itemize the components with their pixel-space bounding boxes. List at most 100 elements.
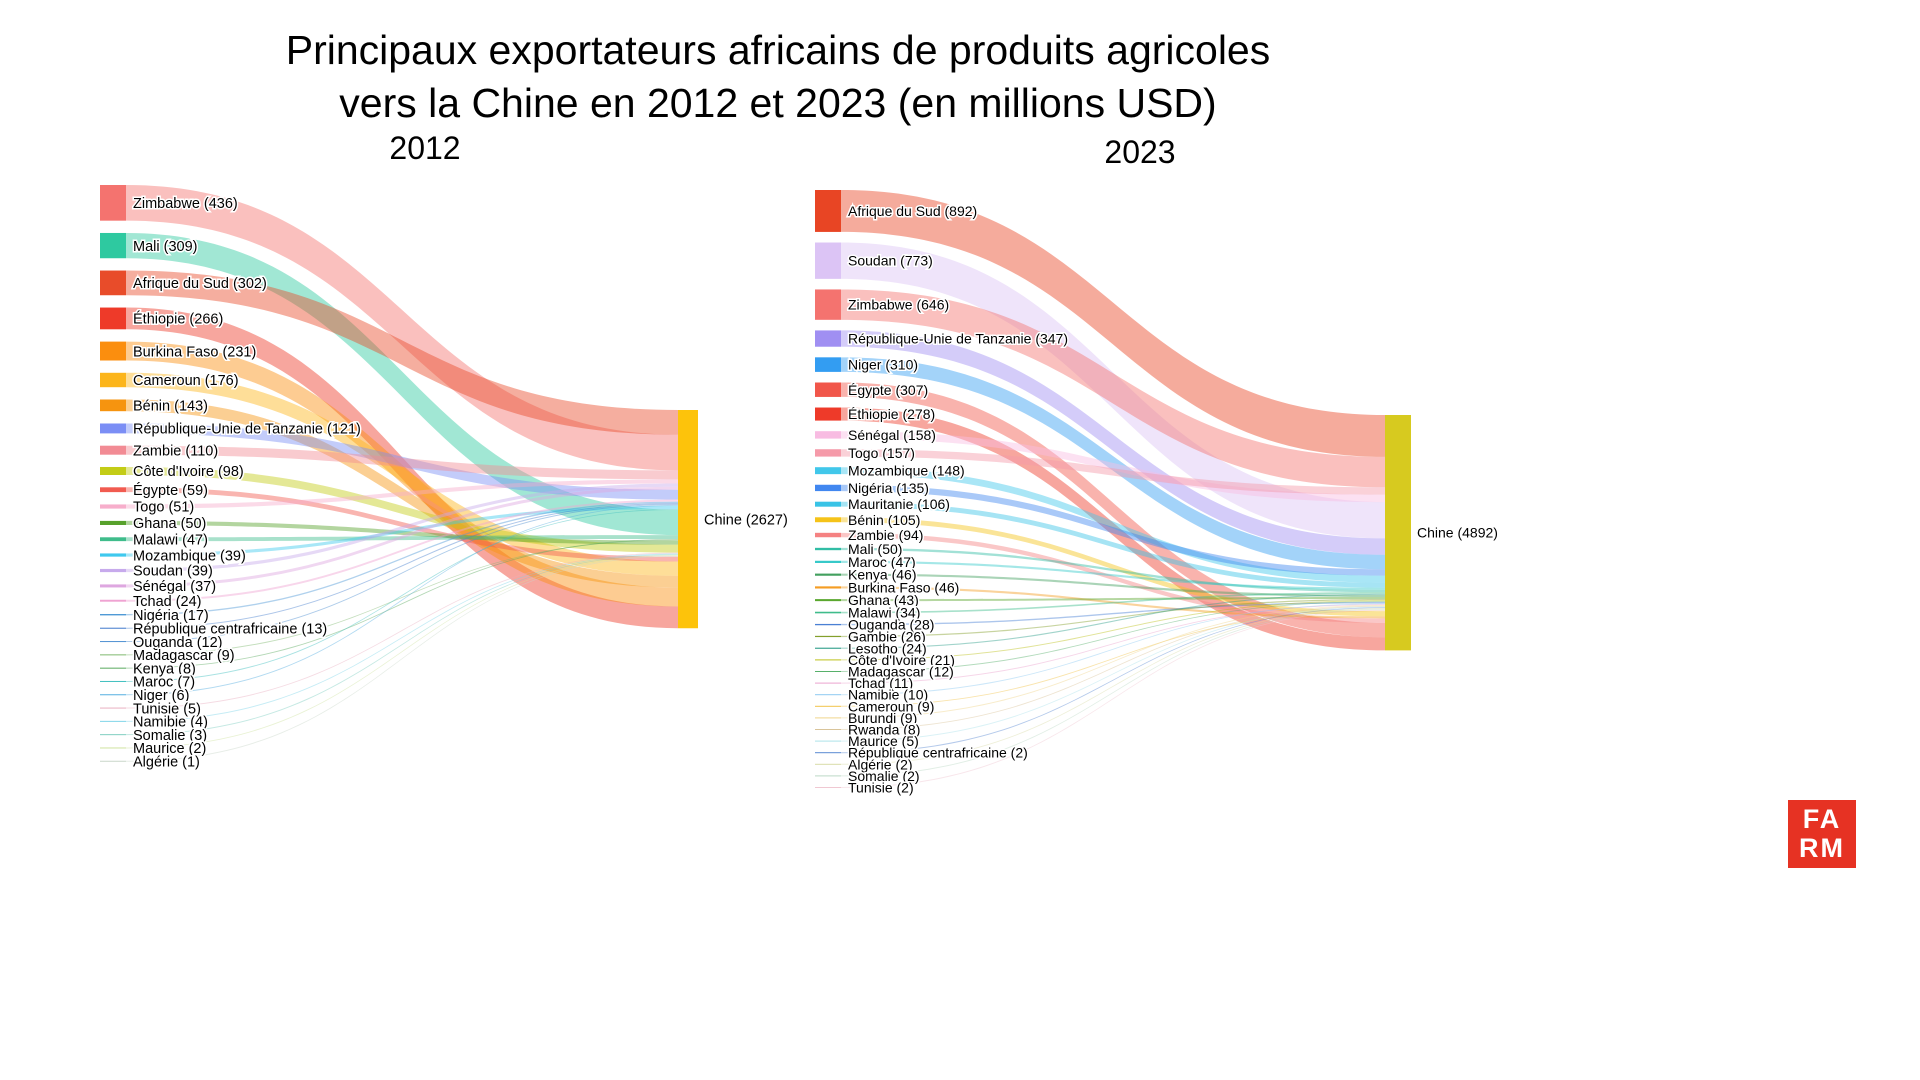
- flow-republique-unie-de-tanzanie-chine-2023[interactable]: [841, 330, 1385, 555]
- node-zimbabwe-2012[interactable]: [100, 185, 126, 221]
- flow-maroc-chine-2023[interactable]: [841, 560, 1385, 590]
- flow-ethiopie-chine-2012[interactable]: [126, 307, 678, 629]
- node-mali-2023[interactable]: [815, 547, 841, 551]
- flow-republique-centrafricaine-chine-2012[interactable]: [126, 503, 678, 629]
- flow-cameroun-chine-2023[interactable]: [841, 610, 1385, 707]
- node-benin-2023[interactable]: [815, 517, 841, 523]
- node-tunisie-2012[interactable]: [100, 707, 126, 709]
- flow-nigeria-chine-2023[interactable]: [841, 484, 1385, 576]
- node-republique-centrafricaine-2012[interactable]: [100, 627, 126, 629]
- node-namibie-2012[interactable]: [100, 720, 126, 722]
- flow-zimbabwe-chine-2023[interactable]: [841, 289, 1385, 488]
- node-algerie-2012[interactable]: [100, 760, 126, 762]
- node-chine-2023[interactable]: [1385, 415, 1411, 651]
- node-burundi-2023[interactable]: [815, 717, 841, 719]
- node-republique-unie-de-tanzanie-2012[interactable]: [100, 423, 126, 434]
- node-ouganda-2012[interactable]: [100, 641, 126, 643]
- flow-tunisie-chine-2023[interactable]: [841, 609, 1385, 788]
- flow-rwanda-chine-2023[interactable]: [841, 605, 1385, 730]
- node-ghana-2012[interactable]: [100, 520, 126, 525]
- node-afrique-du-sud-2023[interactable]: [815, 190, 841, 232]
- node-maroc-2012[interactable]: [100, 680, 126, 682]
- node-egypte-2012[interactable]: [100, 487, 126, 493]
- flow-somalie-chine-2023[interactable]: [841, 608, 1385, 777]
- flow-cote-d-ivoire-chine-2012[interactable]: [126, 466, 678, 553]
- node-cote-d-ivoire-2023[interactable]: [815, 659, 841, 661]
- node-nigeria-2023[interactable]: [815, 484, 841, 492]
- flow-ethiopie-chine-2023[interactable]: [841, 407, 1385, 651]
- flow-malawi-chine-2012[interactable]: [126, 535, 678, 542]
- flow-namibie-chine-2023[interactable]: [841, 603, 1385, 696]
- node-egypte-2023[interactable]: [815, 382, 841, 397]
- node-kenya-2023[interactable]: [815, 573, 841, 576]
- flow-somalie-chine-2012[interactable]: [126, 554, 678, 736]
- flow-benin-chine-2012[interactable]: [126, 399, 678, 588]
- flow-tchad-chine-2023[interactable]: [841, 604, 1385, 684]
- node-benin-2012[interactable]: [100, 399, 126, 412]
- flow-namibie-chine-2012[interactable]: [126, 553, 678, 722]
- node-cameroun-2012[interactable]: [100, 372, 126, 388]
- flow-zambie-chine-2012[interactable]: [126, 445, 678, 480]
- node-zambie-2023[interactable]: [815, 532, 841, 538]
- flow-algerie-chine-2012[interactable]: [126, 555, 678, 762]
- flow-ghana-chine-2012[interactable]: [126, 520, 678, 545]
- flow-ouganda-chine-2023[interactable]: [841, 602, 1385, 626]
- flow-togo-chine-2012[interactable]: [126, 479, 678, 509]
- node-ghana-2023[interactable]: [815, 599, 841, 602]
- flow-maroc-chine-2012[interactable]: [126, 509, 678, 682]
- node-somalie-2023[interactable]: [815, 775, 841, 777]
- flow-burkina-faso-chine-2012[interactable]: [126, 341, 678, 607]
- node-chine-2012[interactable]: [678, 410, 698, 629]
- flow-senegal-chine-2023[interactable]: [841, 431, 1385, 503]
- node-madagascar-2023[interactable]: [815, 671, 841, 672]
- flow-lesotho-chine-2023[interactable]: [841, 593, 1385, 649]
- node-mozambique-2012[interactable]: [100, 553, 126, 557]
- flow-egypte-chine-2023[interactable]: [841, 382, 1385, 638]
- node-maurice-2012[interactable]: [100, 747, 126, 749]
- node-togo-2012[interactable]: [100, 504, 126, 509]
- node-niger-2012[interactable]: [100, 694, 126, 696]
- flow-niger-chine-2023[interactable]: [841, 357, 1385, 570]
- flow-mali-chine-2012[interactable]: [126, 232, 678, 536]
- flow-cameroun-chine-2012[interactable]: [126, 372, 678, 576]
- flow-mozambique-chine-2023[interactable]: [841, 467, 1385, 583]
- node-mozambique-2023[interactable]: [815, 467, 841, 475]
- flow-burkina-faso-chine-2023[interactable]: [841, 586, 1385, 619]
- node-burkina-faso-2012[interactable]: [100, 341, 126, 361]
- node-afrique-du-sud-2012[interactable]: [100, 270, 126, 296]
- node-republique-centrafricaine-2023[interactable]: [815, 752, 841, 754]
- node-gambie-2023[interactable]: [815, 635, 841, 638]
- node-cameroun-2023[interactable]: [815, 705, 841, 707]
- flow-maurice-chine-2012[interactable]: [126, 555, 678, 749]
- node-soudan-2012[interactable]: [100, 568, 126, 573]
- flow-malawi-chine-2023[interactable]: [841, 592, 1385, 614]
- flow-mozambique-chine-2012[interactable]: [126, 505, 678, 557]
- flow-afrique-du-sud-chine-2023[interactable]: [841, 190, 1385, 457]
- flow-egypte-chine-2012[interactable]: [126, 487, 678, 562]
- flow-mauritanie-chine-2023[interactable]: [841, 501, 1385, 588]
- flow-kenya-chine-2012[interactable]: [126, 538, 678, 669]
- node-mali-2012[interactable]: [100, 232, 126, 259]
- flow-zambie-chine-2023[interactable]: [841, 532, 1385, 623]
- node-malawi-2012[interactable]: [100, 537, 126, 542]
- node-namibie-2023[interactable]: [815, 694, 841, 696]
- node-ethiopie-2023[interactable]: [815, 407, 841, 421]
- node-nigeria-2012[interactable]: [100, 614, 126, 616]
- flow-soudan-chine-2012[interactable]: [126, 483, 678, 573]
- node-malawi-2023[interactable]: [815, 611, 841, 614]
- node-senegal-2012[interactable]: [100, 584, 126, 588]
- node-algerie-2023[interactable]: [815, 763, 841, 765]
- flow-burundi-chine-2023[interactable]: [841, 604, 1385, 719]
- flow-republique-centrafricaine-chine-2023[interactable]: [841, 607, 1385, 754]
- node-somalie-2012[interactable]: [100, 734, 126, 736]
- flow-algerie-chine-2023[interactable]: [841, 608, 1385, 765]
- flow-ghana-chine-2023[interactable]: [841, 597, 1385, 602]
- node-tchad-2012[interactable]: [100, 599, 126, 602]
- flow-zimbabwe-chine-2012[interactable]: [126, 185, 678, 471]
- flow-kenya-chine-2023[interactable]: [841, 573, 1385, 598]
- flow-benin-chine-2023[interactable]: [841, 517, 1385, 617]
- flow-soudan-chine-2023[interactable]: [841, 242, 1385, 539]
- node-senegal-2023[interactable]: [815, 431, 841, 439]
- flow-madagascar-chine-2023[interactable]: [841, 601, 1385, 672]
- flow-gambie-chine-2023[interactable]: [841, 599, 1385, 638]
